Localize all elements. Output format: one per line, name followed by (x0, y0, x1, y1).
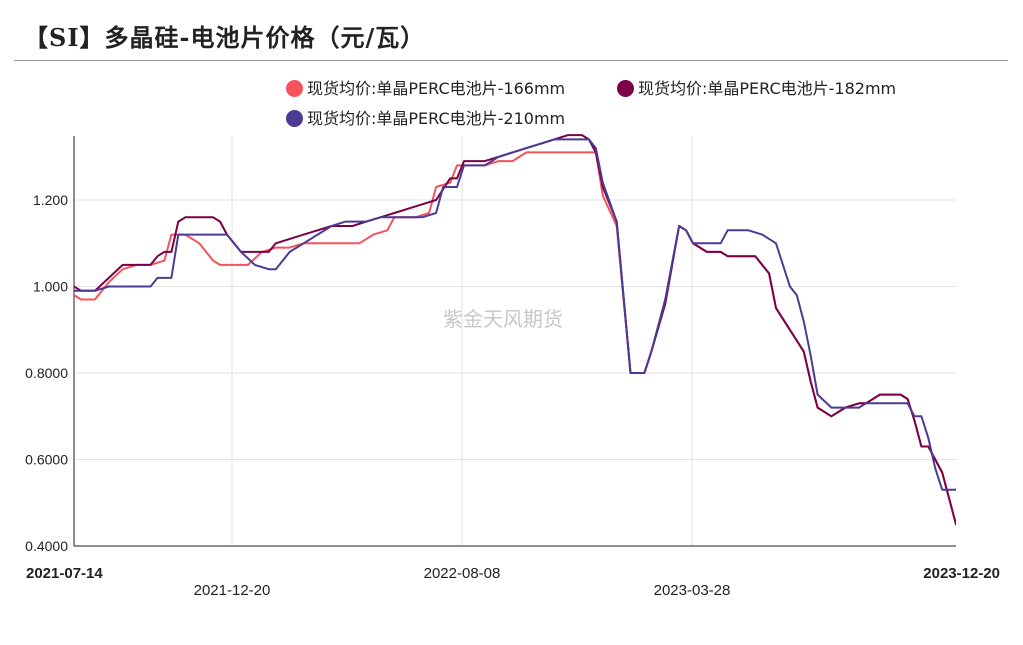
legend-item-210mm[interactable]: 现货均价:单晶PERC电池片-210mm (286, 105, 565, 129)
legend-marker-166mm (286, 80, 303, 97)
legend-marker-182mm (617, 80, 634, 97)
y-tick-label: 1.200 (33, 192, 68, 208)
y-tick-label: 1.000 (33, 279, 68, 295)
legend-label-182mm: 现货均价:单晶PERC电池片-182mm (638, 79, 897, 98)
legend-item-166mm[interactable]: 现货均价:单晶PERC电池片-166mm (286, 75, 565, 99)
x-tick-label: 2022-08-08 (424, 565, 501, 582)
title-divider (14, 60, 1008, 61)
legend-label-210mm: 现货均价:单晶PERC电池片-210mm (307, 109, 566, 128)
watermark: 紫金天风期货 (443, 307, 563, 331)
y-tick-label: 0.4000 (25, 538, 68, 554)
y-tick-label: 0.6000 (25, 452, 68, 468)
series-line-210mm (74, 138, 956, 491)
y-tick-label: 0.8000 (25, 365, 68, 381)
x-tick-label: 2021-07-14 (26, 565, 103, 582)
x-tick-label: 2023-12-20 (923, 565, 1000, 582)
x-tick-label: 2023-03-28 (654, 582, 731, 599)
legend-marker-210mm (286, 110, 303, 127)
x-tick-label: 2021-12-20 (194, 582, 271, 599)
page-title: 【SI】多晶硅-电池片价格（元/瓦） (24, 23, 426, 52)
series-line-166mm (74, 151, 956, 526)
legend-label-166mm: 现货均价:单晶PERC电池片-166mm (307, 79, 566, 98)
legend-item-182mm[interactable]: 现货均价:单晶PERC电池片-182mm (617, 75, 896, 99)
series-line-182mm (74, 134, 956, 526)
